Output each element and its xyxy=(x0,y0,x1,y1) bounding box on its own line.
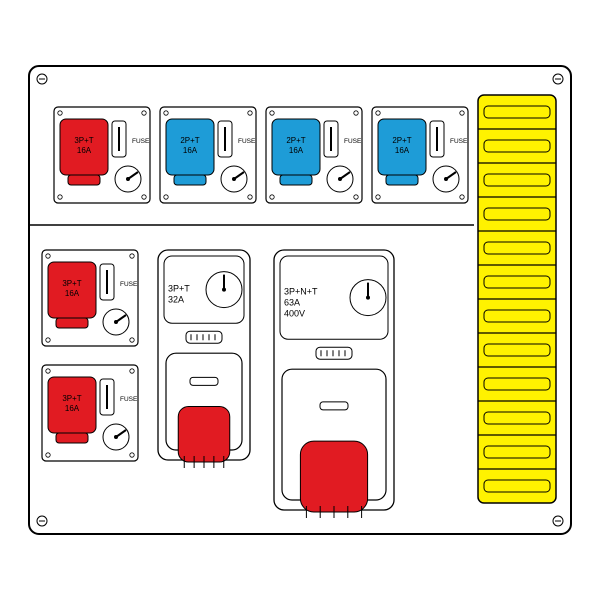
fuse-label: FUSE xyxy=(450,138,468,145)
interlock-label: 32A xyxy=(168,295,184,305)
socket-module: 2P+T16A FUSE xyxy=(372,107,468,203)
socket-label-1: 2P+T xyxy=(286,136,305,145)
socket-module: 3P+T16A FUSE xyxy=(42,250,138,346)
din-rail xyxy=(478,95,556,503)
interlock-label: 400V xyxy=(284,309,305,319)
fuse-label: FUSE xyxy=(344,138,362,145)
interlock-module: 3P+T32A xyxy=(158,250,250,468)
plug-cap xyxy=(178,406,230,462)
fuse-label: FUSE xyxy=(132,138,150,145)
socket-label-1: 3P+T xyxy=(62,394,81,403)
plug-cap xyxy=(300,441,367,512)
socket-label-2: 16A xyxy=(183,146,198,155)
fuse-label: FUSE xyxy=(238,138,256,145)
socket-label-2: 16A xyxy=(65,404,80,413)
interlock-label: 63A xyxy=(284,298,300,308)
interlock-label: 3P+T xyxy=(168,284,190,294)
panel-svg: 3P+T16AFUSE2P+T16AFUSE2P+T16AFUSE2P+T16A… xyxy=(28,65,572,535)
diagram-wrap: 3P+T16AFUSE2P+T16AFUSE2P+T16AFUSE2P+T16A… xyxy=(0,0,600,600)
interlock-module: 3P+N+T63A400V xyxy=(274,250,394,518)
fuse-label: FUSE xyxy=(120,281,138,288)
socket-label-2: 16A xyxy=(77,146,92,155)
socket-module: 2P+T16A FUSE xyxy=(160,107,256,203)
socket-label-1: 3P+T xyxy=(62,279,81,288)
distribution-panel: 3P+T16AFUSE2P+T16AFUSE2P+T16AFUSE2P+T16A… xyxy=(28,65,572,535)
socket-label-1: 2P+T xyxy=(180,136,199,145)
socket-module: 3P+T16A FUSE xyxy=(54,107,150,203)
fuse-label: FUSE xyxy=(120,396,138,403)
interlock-label: 3P+N+T xyxy=(284,287,318,297)
socket-module: 2P+T16A FUSE xyxy=(266,107,362,203)
socket-label-2: 16A xyxy=(289,146,304,155)
socket-module: 3P+T16A FUSE xyxy=(42,365,138,461)
socket-label-1: 3P+T xyxy=(74,136,93,145)
socket-label-2: 16A xyxy=(395,146,410,155)
socket-label-2: 16A xyxy=(65,289,80,298)
socket-label-1: 2P+T xyxy=(392,136,411,145)
